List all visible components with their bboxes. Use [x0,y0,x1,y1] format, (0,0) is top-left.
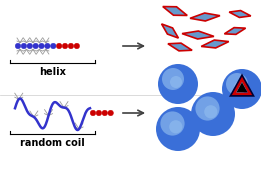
Circle shape [21,43,27,49]
Circle shape [102,110,108,116]
Circle shape [74,43,80,49]
Text: helix: helix [39,67,66,77]
Circle shape [68,43,74,49]
Circle shape [161,111,185,136]
Circle shape [15,43,21,49]
Circle shape [158,64,198,104]
Polygon shape [229,11,251,17]
Circle shape [96,110,102,116]
Polygon shape [162,24,179,38]
Circle shape [108,110,114,116]
Circle shape [204,105,217,118]
Polygon shape [201,40,229,48]
Circle shape [169,120,182,133]
Circle shape [191,92,235,136]
Circle shape [226,73,248,95]
Circle shape [62,43,68,49]
Circle shape [27,43,33,49]
Circle shape [39,43,44,49]
Polygon shape [163,7,187,15]
Circle shape [156,107,200,151]
Circle shape [170,76,182,88]
Circle shape [50,43,56,49]
Polygon shape [190,13,220,21]
Polygon shape [236,82,247,92]
Polygon shape [224,28,246,34]
Circle shape [33,43,38,49]
Polygon shape [168,43,192,51]
Circle shape [56,43,62,49]
Circle shape [162,68,184,90]
Circle shape [195,96,220,121]
Text: random coil: random coil [20,138,85,148]
Circle shape [222,69,261,109]
Circle shape [90,110,96,116]
Polygon shape [182,31,214,39]
Circle shape [234,81,246,93]
Circle shape [45,43,50,49]
